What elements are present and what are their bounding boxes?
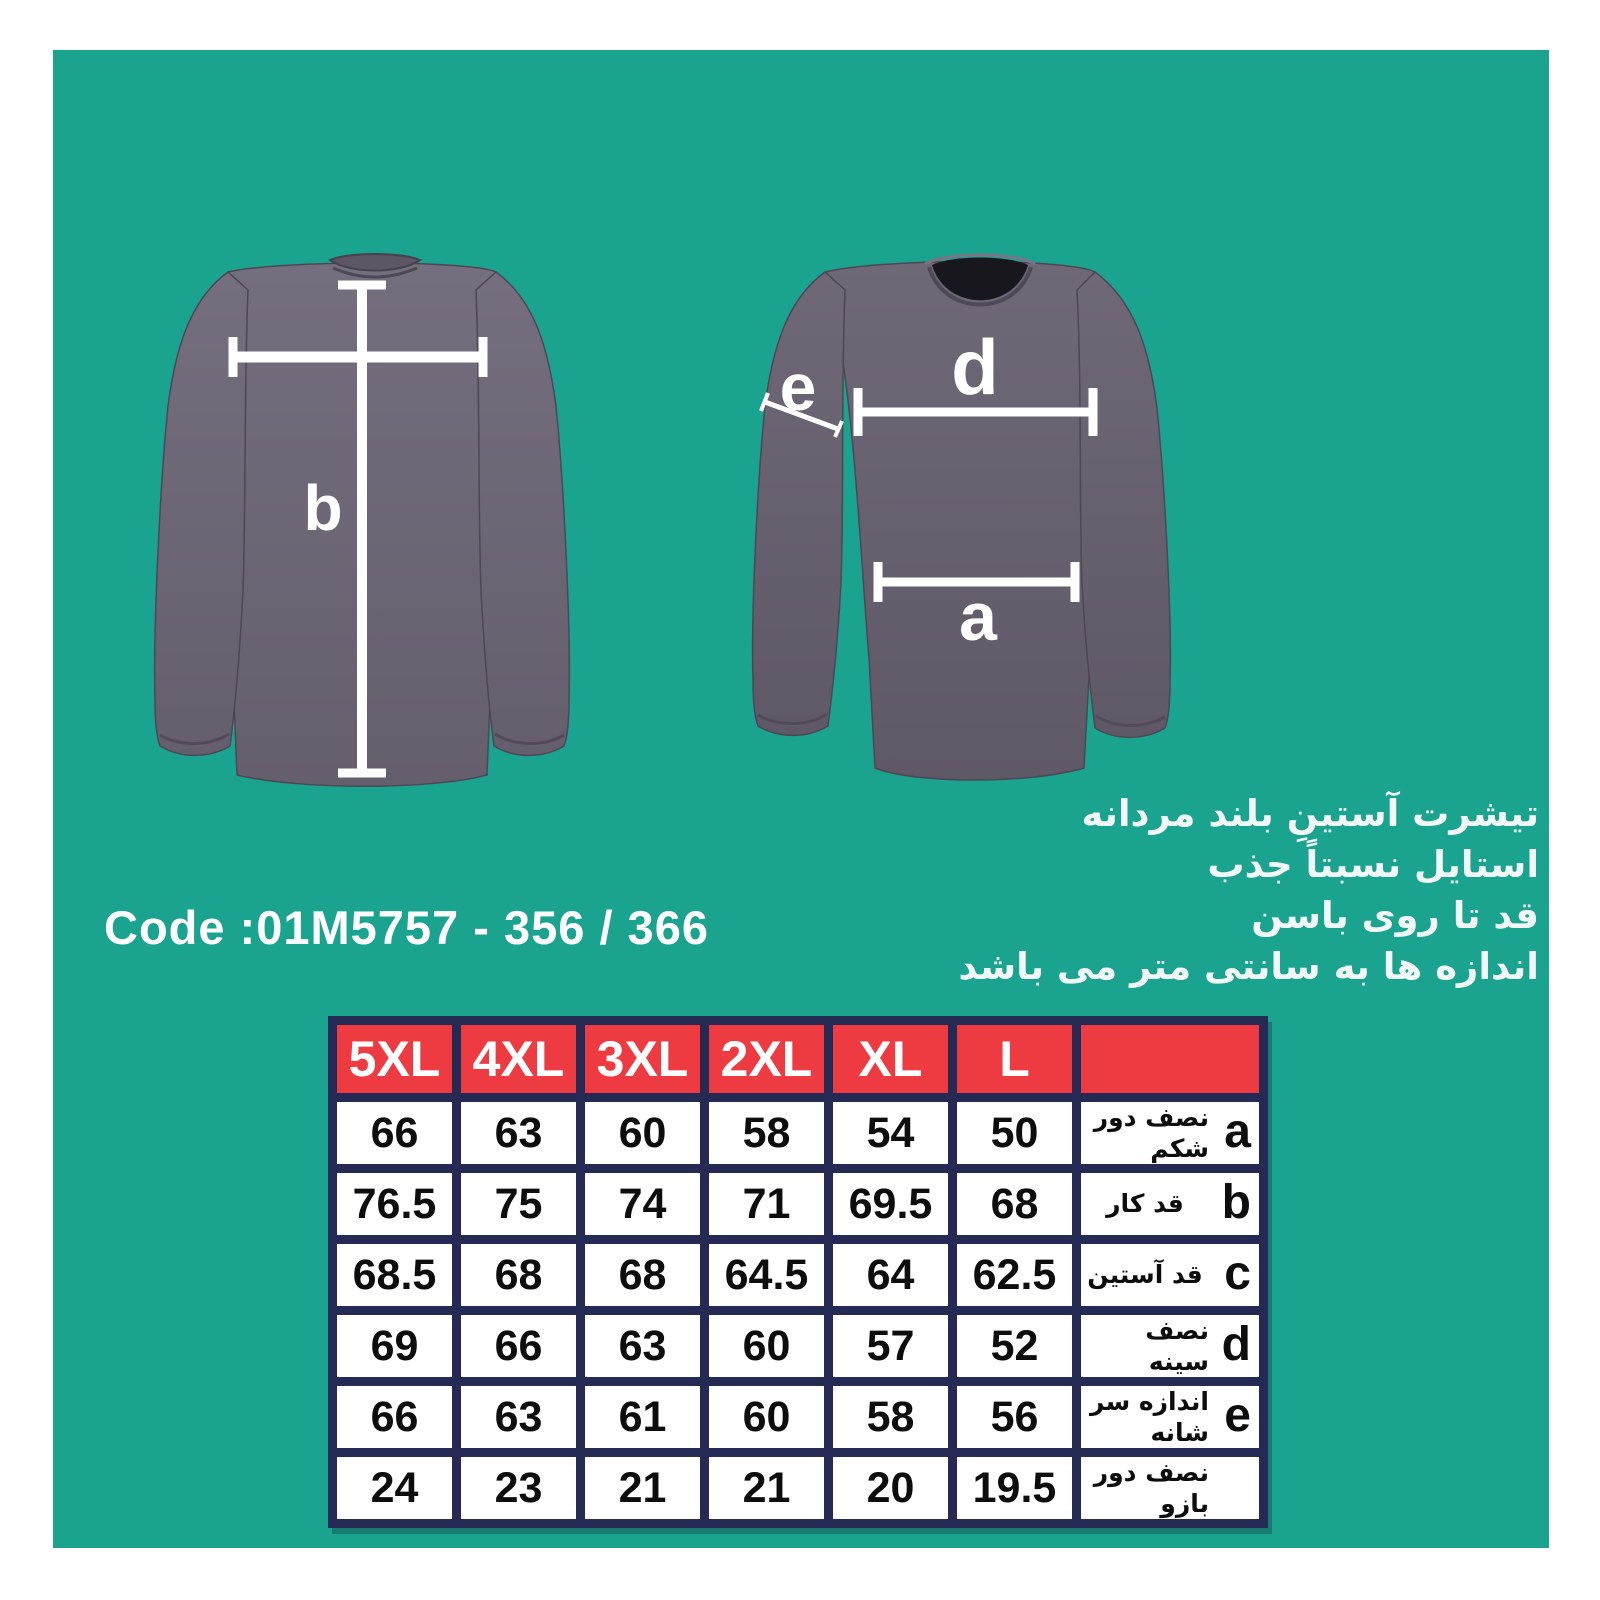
size-value-l-row4: 52 [957, 1315, 1072, 1377]
size-value-3xl-row2: 74 [585, 1173, 700, 1235]
size-value-5xl-row2: 76.5 [337, 1173, 452, 1235]
size-value-5xl-row4: 69 [337, 1315, 452, 1377]
size-value-3xl-row6: 21 [585, 1457, 700, 1519]
product-code: Code :01M5757 - 356 / 366 [104, 901, 709, 954]
label-a: a [959, 579, 998, 655]
size-column-header-4xl: 4XL [461, 1025, 576, 1093]
size-value-l-row2: 68 [957, 1173, 1072, 1235]
shirt-back-view: b [153, 253, 571, 787]
size-column-header-5xl: 5XL [337, 1025, 452, 1093]
size-value-l-row3: 62.5 [957, 1244, 1072, 1306]
measurement-label-row6: نصف دور بازو [1081, 1457, 1259, 1519]
size-column-header-xl: XL [833, 1025, 948, 1093]
label-b: b [303, 472, 342, 544]
size-column-header-3xl: 3XL [585, 1025, 700, 1093]
size-value-xl-row1: 54 [833, 1102, 948, 1164]
size-value-4xl-row6: 23 [461, 1457, 576, 1519]
measurement-letter-b: b [1221, 1176, 1251, 1230]
description-line-2: استایل نسبتاً جذب [1207, 843, 1539, 886]
measurement-line-d [853, 388, 1098, 436]
size-column-header-2xl: 2XL [709, 1025, 824, 1093]
size-value-3xl-row5: 61 [585, 1386, 700, 1448]
measurement-label-text: نصف دور بازو [1093, 1457, 1209, 1518]
measurement-letter-d: d [1221, 1318, 1251, 1372]
product-description: تیشرت آستینِ بلند مردانه استایل نسبتاً ج… [958, 788, 1539, 992]
measurement-label-row3: قد آستین c [1081, 1244, 1259, 1306]
label-e: e [780, 350, 817, 424]
measurement-label-text: قد آستین [1087, 1260, 1203, 1290]
measurement-label-row1: نصف دور شکم a [1081, 1102, 1259, 1164]
size-value-5xl-row6: 24 [337, 1457, 452, 1519]
measurement-line-b [338, 280, 386, 778]
size-value-xl-row4: 57 [833, 1315, 948, 1377]
measurement-label-row4: نصف سینه d [1081, 1315, 1259, 1377]
size-value-2xl-row3: 64.5 [709, 1244, 824, 1306]
measurement-label-text: قد کار [1106, 1189, 1184, 1219]
size-value-xl-row6: 20 [833, 1457, 948, 1519]
label-d: d [951, 323, 999, 411]
measurement-letter-a: a [1224, 1105, 1251, 1159]
description-line-1: تیشرت آستینِ بلند مردانه [1081, 792, 1539, 835]
size-value-5xl-row3: 68.5 [337, 1244, 452, 1306]
measurement-line-shoulder [228, 337, 488, 377]
shirt-front-art [751, 253, 1172, 781]
size-value-xl-row3: 64 [833, 1244, 948, 1306]
size-column-header-l: L [957, 1025, 1072, 1093]
measurement-label-row2: قد کار b [1081, 1173, 1259, 1235]
teal-panel: b [53, 50, 1549, 1548]
size-value-2xl-row2: 71 [709, 1173, 824, 1235]
measurement-letter-e: e [1224, 1389, 1251, 1443]
measurement-label-text: نصف سینه [1145, 1315, 1209, 1376]
shirt-front-view: d a e [751, 253, 1172, 781]
size-value-3xl-row3: 68 [585, 1244, 700, 1306]
measurement-letter-c: c [1224, 1247, 1251, 1301]
size-value-xl-row5: 58 [833, 1386, 948, 1448]
measurement-label-text: نصف دور شکم [1093, 1102, 1209, 1163]
size-value-2xl-row5: 60 [709, 1386, 824, 1448]
size-value-5xl-row1: 66 [337, 1102, 452, 1164]
size-value-3xl-row4: 63 [585, 1315, 700, 1377]
measurement-label-row5: اندازه سر شانه e [1081, 1386, 1259, 1448]
size-value-4xl-row1: 63 [461, 1102, 576, 1164]
size-column-header-empty [1081, 1025, 1259, 1093]
description-line-3: قد تا روی باسن [1251, 894, 1539, 937]
size-value-2xl-row6: 21 [709, 1457, 824, 1519]
measurement-label-text: اندازه سر شانه [1090, 1386, 1209, 1447]
size-value-4xl-row3: 68 [461, 1244, 576, 1306]
size-value-2xl-row4: 60 [709, 1315, 824, 1377]
size-value-3xl-row1: 60 [585, 1102, 700, 1164]
size-value-l-row1: 50 [957, 1102, 1072, 1164]
description-line-4: اندازه ها به سانتی متر می باشد [958, 945, 1539, 988]
size-value-2xl-row1: 58 [709, 1102, 824, 1164]
size-value-4xl-row4: 66 [461, 1315, 576, 1377]
size-table: 5XL 4XL 3XL 2XL XL L 66 63 60 58 54 50 نصف دور شکم a 7… [328, 1016, 1268, 1528]
size-value-l-row6: 19.5 [957, 1457, 1072, 1519]
measurement-line-a [873, 562, 1080, 602]
size-value-5xl-row5: 66 [337, 1386, 452, 1448]
size-value-4xl-row2: 75 [461, 1173, 576, 1235]
size-value-xl-row2: 69.5 [833, 1173, 948, 1235]
size-value-l-row5: 56 [957, 1386, 1072, 1448]
size-value-4xl-row5: 63 [461, 1386, 576, 1448]
measurement-pointer-e [759, 392, 844, 438]
